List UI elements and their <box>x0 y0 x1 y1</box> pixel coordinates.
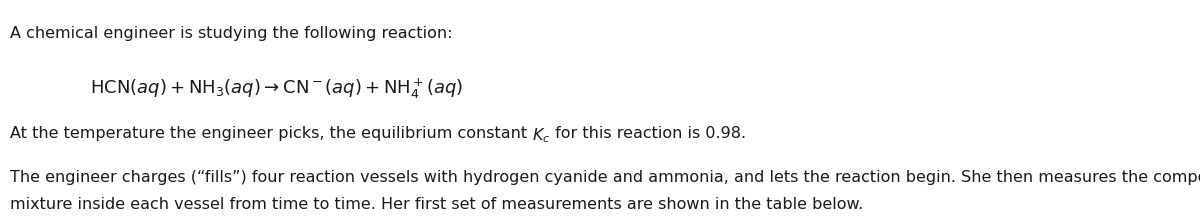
Text: for this reaction is 0.98.: for this reaction is 0.98. <box>551 126 746 141</box>
Text: A chemical engineer is studying the following reaction:: A chemical engineer is studying the foll… <box>10 26 452 41</box>
Text: mixture inside each vessel from time to time. Her first set of measurements are : mixture inside each vessel from time to … <box>10 197 863 211</box>
Text: At the temperature the engineer picks, the equilibrium constant: At the temperature the engineer picks, t… <box>10 126 532 141</box>
Text: The engineer charges (“fills”) four reaction vessels with hydrogen cyanide and a: The engineer charges (“fills”) four reac… <box>10 170 1200 184</box>
Text: $\mathrm{HCN}(aq)+\mathrm{NH_3}(aq) \rightarrow \mathrm{CN^-}(aq)+\mathrm{NH_4^+: $\mathrm{HCN}(aq)+\mathrm{NH_3}(aq) \rig… <box>90 77 463 101</box>
Text: $K_c$: $K_c$ <box>532 126 551 145</box>
